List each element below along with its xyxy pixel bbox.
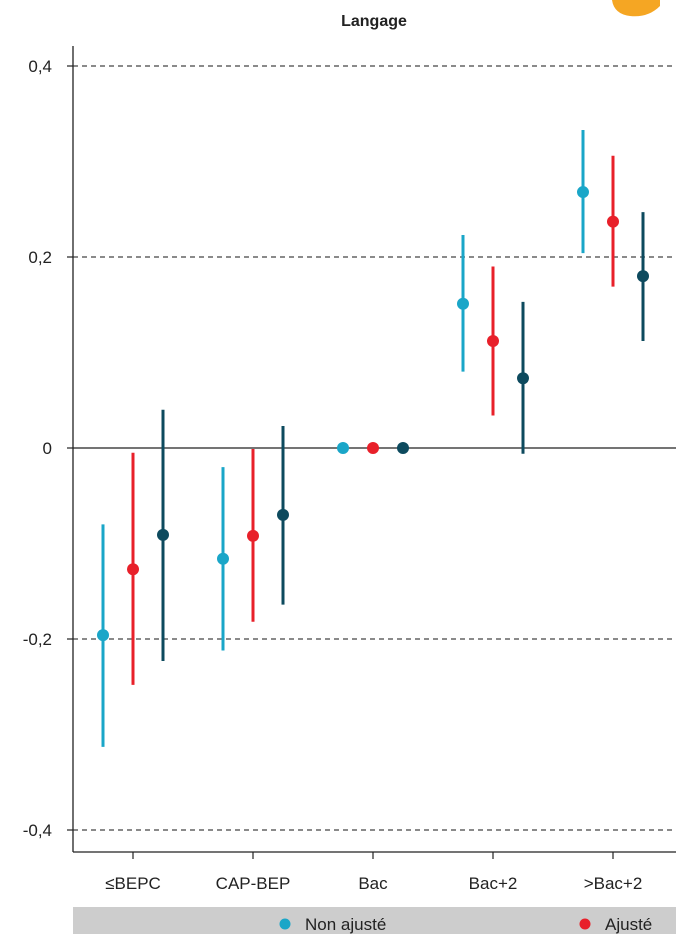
legend-label: Non ajusté (305, 915, 386, 934)
legend-marker (279, 918, 291, 930)
data-point (457, 297, 469, 310)
data-point (217, 552, 229, 565)
y-tick-label: 0,4 (28, 57, 52, 76)
data-point (517, 372, 529, 385)
data-point (97, 629, 109, 642)
y-tick-label: -0,4 (23, 821, 52, 840)
data-point (157, 528, 169, 541)
data-point (367, 442, 379, 454)
data-point (397, 442, 409, 454)
x-tick-label: CAP-BEP (216, 874, 291, 893)
data-point (487, 335, 499, 348)
legend-band (73, 907, 676, 934)
y-tick-label: -0,2 (23, 630, 52, 649)
data-point (277, 508, 289, 521)
data-point (127, 563, 139, 576)
x-tick-label: ≤BEPC (105, 874, 161, 893)
y-tick-label: 0,2 (28, 248, 52, 267)
axes: 0,4 0,2 0 -0,2 -0,4 ≤BEPC CAP-BEP Bac Bac+2 >Bac+… (23, 46, 676, 893)
chart-title: Langage (341, 13, 407, 30)
data-point (637, 270, 649, 283)
x-tick-label: Bac+2 (469, 874, 518, 893)
plot-area (97, 129, 649, 747)
legend-label: Ajusté (605, 915, 652, 934)
x-tick-label: Bac (358, 874, 388, 893)
data-point (577, 186, 589, 199)
x-tick-label: >Bac+2 (584, 874, 643, 893)
y-tick-label: 0 (43, 439, 52, 458)
data-point (337, 442, 349, 454)
data-point (247, 529, 259, 542)
legend: Non ajusté Ajusté (73, 907, 676, 934)
data-point (607, 215, 619, 228)
legend-marker (579, 918, 591, 930)
corner-badge (612, 0, 660, 17)
